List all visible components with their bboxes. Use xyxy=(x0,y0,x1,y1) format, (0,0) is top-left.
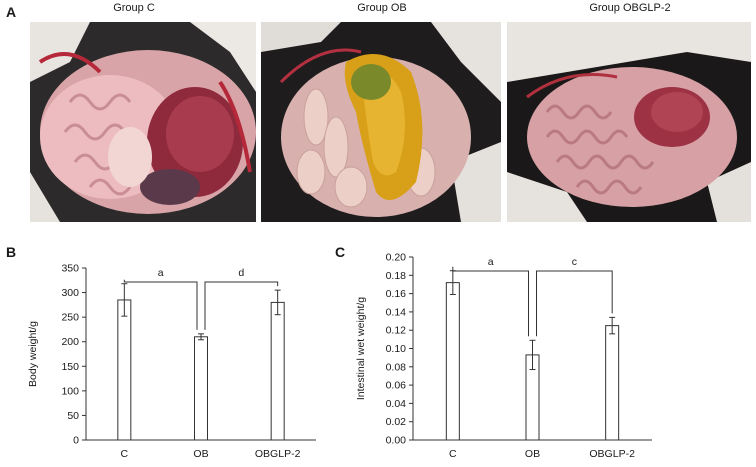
intestinal-weight-chart: 0.00 0.02 0.04 0.06 0.08 0.10 0.12 0.14 0.16 0.18… xyxy=(355,252,652,460)
bar-c xyxy=(117,299,132,441)
y-tick-label: 250 xyxy=(61,312,79,324)
y-tick-label: 200 xyxy=(61,336,79,348)
y-tick-label: 0.18 xyxy=(386,270,407,282)
photo-title-group-ob: Group OB xyxy=(357,2,407,14)
panel-a-letter: A xyxy=(6,4,17,20)
y-tick-label: 0.08 xyxy=(386,361,407,373)
y-tick-label: 50 xyxy=(67,410,79,422)
panel-b-letter: B xyxy=(6,244,17,260)
y-tick-label: 0 xyxy=(73,435,79,447)
y-tick-label: 0.10 xyxy=(386,343,407,355)
photo-group-c xyxy=(30,22,256,222)
significance-bracket xyxy=(123,279,198,330)
photo-title-group-c: Group C xyxy=(113,2,155,14)
y-tick-label: 0.20 xyxy=(386,252,407,264)
y-tick-label: 0.12 xyxy=(386,325,407,337)
significance-label: a xyxy=(158,267,164,279)
significance-label: d xyxy=(238,267,244,279)
y-tick-label: 0.02 xyxy=(386,416,407,428)
y-tick-label: 0.04 xyxy=(386,398,407,410)
y-tick-label: 350 xyxy=(61,263,79,275)
bar-ob xyxy=(194,336,208,441)
bar-obglp-2 xyxy=(270,301,285,441)
panel-c-letter: C xyxy=(335,244,346,260)
significance-label: c xyxy=(572,256,577,268)
significance-label: a xyxy=(488,256,494,268)
y-tick-label: 300 xyxy=(61,287,79,299)
y-tick-label: 0.16 xyxy=(386,288,407,300)
category-label: OBGLP-2 xyxy=(255,448,301,460)
y-tick-label: 150 xyxy=(61,361,79,373)
photo-group-obglp2 xyxy=(507,22,751,222)
category-label: C xyxy=(449,448,457,460)
category-label: OBGLP-2 xyxy=(589,448,635,460)
category-label: OB xyxy=(525,448,540,460)
y-axis-label: Body weight/g xyxy=(27,321,39,387)
photo-group-ob xyxy=(261,22,501,222)
bar-c xyxy=(445,282,460,441)
category-label: C xyxy=(121,448,129,460)
bar-obglp-2 xyxy=(605,325,620,441)
y-tick-label: 0.06 xyxy=(386,380,407,392)
y-tick-label: 0.00 xyxy=(386,435,407,447)
y-tick-label: 0.14 xyxy=(386,306,407,318)
body-weight-chart: 0 50 100 150 200 250 300 350 Body weight/g C OB OBG… xyxy=(27,263,316,460)
significance-bracket xyxy=(204,281,279,330)
y-tick-label: 100 xyxy=(61,385,79,397)
photo-title-group-obglp2: Group OBGLP-2 xyxy=(589,2,671,14)
significance-bracket xyxy=(536,270,613,337)
y-axis-label: Intestinal wet weight/g xyxy=(355,297,367,400)
significance-bracket xyxy=(452,266,529,337)
category-label: OB xyxy=(193,448,208,460)
